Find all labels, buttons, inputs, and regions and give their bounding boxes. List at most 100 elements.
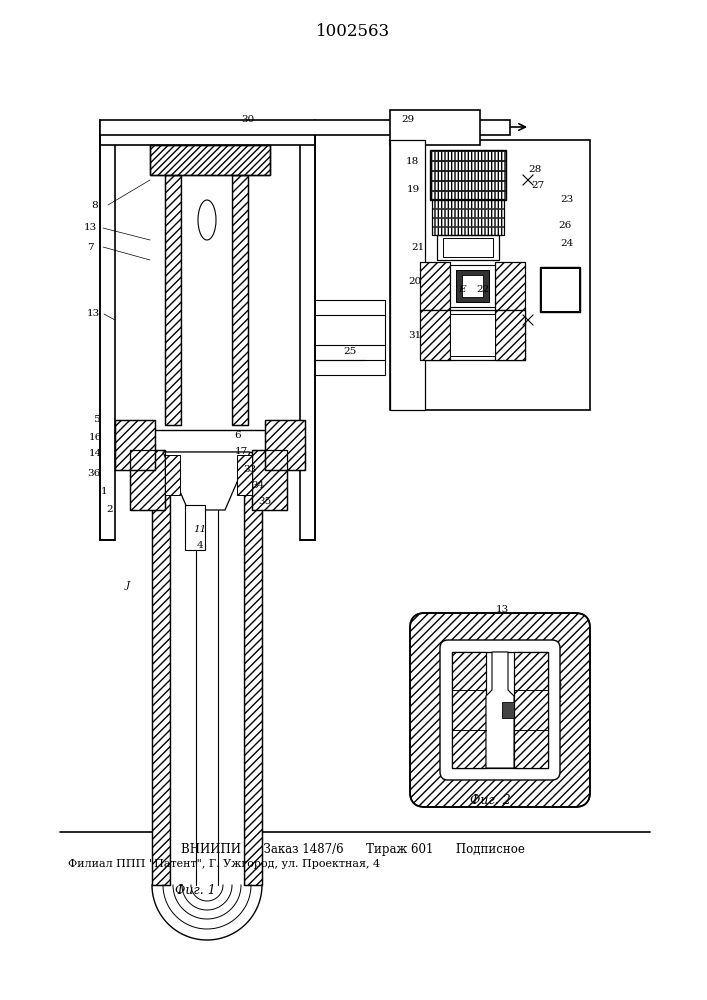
Bar — [265, 420, 305, 470]
Text: 33: 33 — [243, 464, 257, 474]
Bar — [100, 120, 510, 135]
Bar — [130, 450, 165, 510]
Text: 17: 17 — [235, 446, 247, 456]
Bar — [443, 238, 493, 257]
Bar — [265, 420, 305, 470]
Text: 5: 5 — [93, 416, 99, 424]
Bar — [452, 652, 486, 768]
Bar — [430, 150, 506, 200]
Text: 22: 22 — [477, 284, 490, 294]
FancyBboxPatch shape — [410, 613, 590, 807]
Text: 16: 16 — [88, 434, 102, 442]
Bar — [115, 420, 155, 470]
Bar — [252, 450, 287, 510]
Text: 31: 31 — [409, 330, 421, 340]
Text: E: E — [458, 284, 466, 294]
Bar — [165, 455, 180, 495]
Bar — [450, 314, 495, 356]
Bar — [300, 130, 315, 540]
Bar — [430, 191, 506, 200]
Text: 35: 35 — [547, 752, 560, 760]
Polygon shape — [486, 652, 514, 768]
Bar — [185, 505, 205, 550]
Bar — [244, 490, 262, 885]
Text: 4: 4 — [197, 540, 204, 550]
Text: 1002563: 1002563 — [316, 23, 390, 40]
Bar — [437, 235, 499, 260]
Text: 13: 13 — [83, 224, 97, 232]
Bar — [420, 310, 450, 360]
Bar — [170, 490, 244, 885]
Bar — [452, 652, 486, 768]
Text: 12: 12 — [443, 768, 457, 776]
Text: 20: 20 — [409, 277, 421, 286]
Text: 18: 18 — [405, 157, 419, 166]
Text: 34: 34 — [252, 481, 264, 489]
Text: 11: 11 — [194, 526, 206, 534]
Bar — [181, 175, 232, 425]
Text: 21: 21 — [411, 242, 425, 251]
Bar — [432, 227, 504, 235]
Text: 13: 13 — [86, 310, 100, 318]
Text: 29: 29 — [402, 115, 414, 124]
Bar — [430, 151, 506, 160]
Ellipse shape — [198, 200, 216, 240]
Bar — [450, 265, 495, 307]
Text: 19: 19 — [407, 186, 420, 194]
Text: 7: 7 — [87, 242, 93, 251]
Polygon shape — [163, 452, 250, 510]
Bar — [237, 455, 252, 495]
Bar — [130, 450, 165, 510]
Text: ВНИИПИ      Заказ 1487/6      Тираж 601      Подписное: ВНИИПИ Заказ 1487/6 Тираж 601 Подписное — [181, 843, 525, 856]
Bar — [430, 161, 506, 170]
Bar — [462, 275, 483, 297]
Bar — [390, 140, 590, 410]
Bar — [150, 145, 270, 175]
Bar — [495, 310, 525, 360]
Text: 25: 25 — [344, 348, 356, 357]
Text: 30: 30 — [241, 115, 255, 124]
Bar — [244, 490, 262, 885]
Bar — [502, 702, 514, 718]
Bar — [420, 262, 450, 310]
Bar — [495, 262, 525, 310]
Text: 8: 8 — [92, 200, 98, 210]
Text: 1: 1 — [100, 488, 107, 496]
Bar — [432, 200, 504, 208]
Bar — [165, 175, 181, 425]
Text: 13: 13 — [496, 605, 508, 614]
Bar — [514, 652, 548, 768]
Text: 6: 6 — [235, 430, 241, 440]
Text: Филиал ППП "Патент", Г. Ужгород, ул. Проектная, 4: Филиал ППП "Патент", Г. Ужгород, ул. Про… — [68, 859, 380, 869]
FancyBboxPatch shape — [440, 640, 560, 780]
Bar — [432, 199, 504, 235]
Bar — [420, 262, 450, 310]
Bar — [432, 209, 504, 217]
Bar — [152, 490, 170, 885]
Text: 14: 14 — [88, 450, 102, 458]
Text: 10: 10 — [549, 680, 563, 690]
Bar — [432, 218, 504, 226]
Text: 35: 35 — [258, 496, 271, 506]
Text: J: J — [126, 580, 130, 589]
Bar — [232, 175, 248, 425]
Text: 9: 9 — [553, 666, 559, 674]
Bar — [495, 310, 525, 360]
Text: 26: 26 — [559, 221, 572, 230]
Bar — [130, 430, 290, 452]
Bar — [390, 110, 480, 145]
Text: 23: 23 — [561, 196, 573, 205]
Bar — [430, 171, 506, 180]
Text: Фиг. 1: Фиг. 1 — [175, 884, 216, 896]
Bar — [456, 270, 489, 302]
Bar — [165, 175, 181, 425]
Bar — [420, 310, 450, 360]
Bar — [100, 130, 115, 540]
Text: 28: 28 — [528, 165, 542, 174]
Bar — [514, 652, 548, 768]
Bar — [540, 267, 580, 312]
Bar — [232, 175, 248, 425]
Bar — [541, 268, 579, 311]
Text: 24: 24 — [561, 238, 573, 247]
Text: 2: 2 — [107, 506, 113, 514]
